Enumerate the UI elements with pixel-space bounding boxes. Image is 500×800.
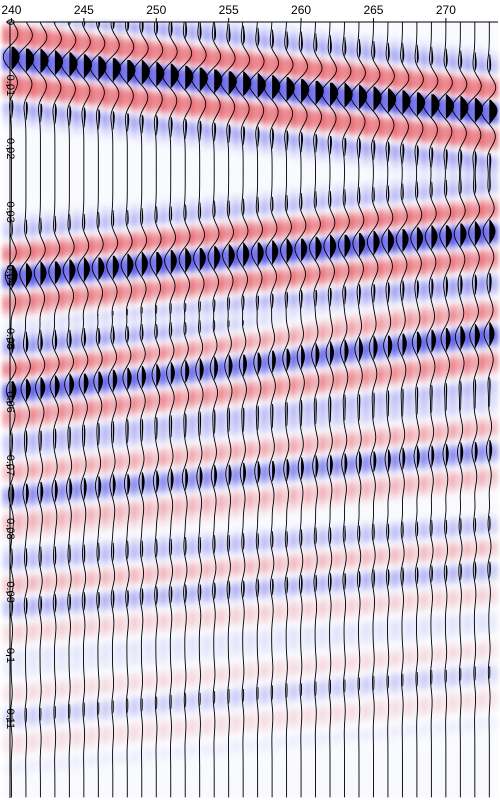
trace-tint	[235, 22, 251, 798]
trace-tint	[308, 22, 323, 798]
trace-tint	[91, 22, 106, 798]
trace-tint	[105, 22, 121, 798]
trace-tint	[264, 22, 280, 798]
trace-tint	[62, 22, 77, 798]
trace-tint	[163, 22, 178, 798]
trace-tint	[351, 22, 367, 798]
density-layer	[2, 22, 499, 798]
trace-tint	[134, 22, 150, 798]
trace-tint	[120, 22, 135, 798]
trace-tint	[33, 22, 48, 798]
trace-tint	[18, 22, 34, 798]
trace-tint	[76, 22, 92, 798]
trace-tint	[149, 22, 164, 798]
trace-tint	[4, 22, 19, 798]
trace-tint	[47, 22, 63, 798]
